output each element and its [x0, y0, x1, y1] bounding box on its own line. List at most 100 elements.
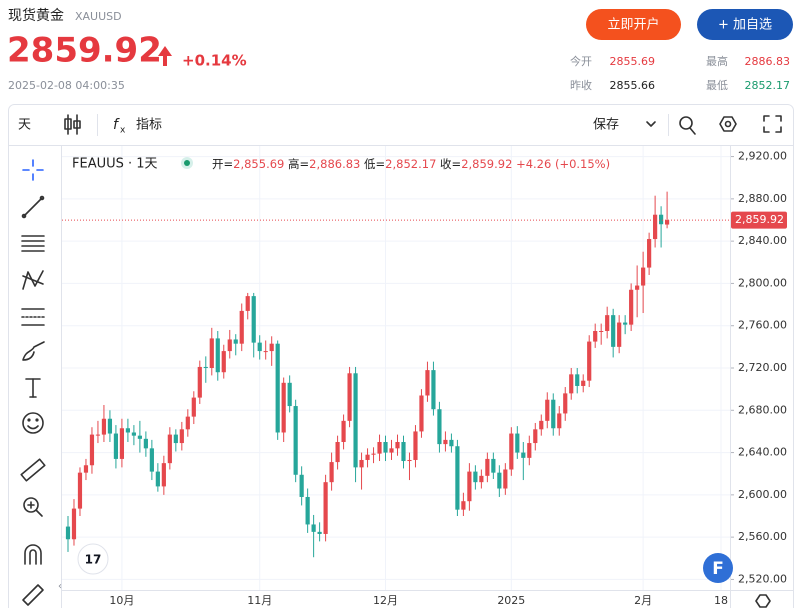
candle-body: [647, 239, 652, 268]
y-tick-label: 2,520.00: [738, 572, 787, 585]
add-watch-button[interactable]: + 加自选: [697, 9, 793, 40]
candle-body: [587, 341, 592, 381]
candle-body: [635, 285, 640, 290]
candle-body: [395, 442, 400, 449]
legend-change: +4.26 (+0.15%): [516, 157, 610, 171]
legend-label: 开=: [212, 157, 233, 171]
change-pct: +0.14%: [182, 52, 247, 70]
candle-body: [623, 322, 628, 325]
candle-body: [539, 420, 544, 430]
f-logo[interactable]: F: [703, 553, 733, 583]
stat-value: 2855.69: [610, 55, 656, 68]
candle-body: [221, 351, 226, 373]
legend-label: 收=: [440, 157, 461, 171]
magnet-tool[interactable]: [24, 544, 42, 565]
trend-line-tool[interactable]: [21, 195, 45, 219]
tv-logo[interactable]: 17: [77, 543, 109, 575]
candle-body: [191, 397, 196, 417]
candle-body: [599, 331, 604, 332]
candle-body: [515, 433, 520, 453]
fx-icon[interactable]: f: [113, 117, 120, 133]
candle-body: [89, 434, 95, 466]
brush-tool[interactable]: [22, 341, 45, 361]
svg-text:17: 17: [85, 553, 102, 567]
candle-body: [275, 343, 280, 433]
candle-body: [521, 452, 526, 458]
pattern-tool[interactable]: [22, 270, 44, 290]
lock-tool[interactable]: [22, 584, 44, 606]
candle-body: [71, 508, 77, 540]
settings-button[interactable]: [724, 120, 732, 128]
button-label[interactable]: + 加自选: [718, 18, 772, 33]
candle-body: [497, 472, 502, 489]
axis-settings[interactable]: [755, 594, 771, 608]
quick-search[interactable]: [679, 116, 696, 135]
candle-body: [593, 331, 598, 342]
candle-body: [641, 267, 646, 286]
candle-body: [413, 431, 418, 460]
candle-body: [269, 343, 274, 352]
interval-button[interactable]: 天: [18, 118, 31, 133]
text-tool[interactable]: [25, 378, 41, 398]
candle-body: [197, 366, 202, 398]
candle-body: [281, 382, 286, 433]
x-tick-label: 2025: [497, 594, 525, 607]
collapse-sidebar[interactable]: ‹: [58, 581, 62, 592]
candle-body: [287, 382, 292, 407]
ruler-tool[interactable]: [20, 458, 46, 482]
candle-body: [551, 399, 556, 429]
candle-body: [401, 442, 406, 462]
button-label[interactable]: 立即开户: [607, 17, 659, 33]
candle-body: [557, 413, 562, 429]
candle-body: [353, 373, 358, 468]
candle-body: [167, 434, 172, 464]
candle-body: [125, 428, 130, 433]
button-bg[interactable]: [697, 9, 793, 40]
save-dropdown[interactable]: [646, 121, 656, 127]
legend-value: 2,859.92: [461, 157, 512, 171]
fx-icon[interactable]: x: [120, 126, 126, 136]
x-tick-label: 11月: [247, 594, 272, 607]
stat-value: 2886.83: [745, 55, 791, 68]
stat-label: 最高: [706, 54, 728, 68]
x-tick-label: 10月: [109, 594, 134, 607]
candle-type-button[interactable]: [64, 114, 81, 135]
candle-body: [239, 310, 244, 344]
settings-button[interactable]: [719, 116, 737, 132]
candle-body: [185, 416, 190, 430]
emoji-tool[interactable]: [22, 412, 44, 434]
candle-body: [95, 434, 101, 436]
candle-body: [245, 296, 250, 311]
candle-body: [617, 322, 622, 347]
crosshair-tool[interactable]: [22, 159, 44, 181]
stat-label: 最低: [706, 79, 728, 92]
candle-body: [407, 459, 412, 462]
candle-body: [359, 459, 364, 468]
candle-body: [563, 393, 568, 414]
candle-body: [329, 462, 334, 483]
candle-body: [533, 429, 538, 444]
candle-body: [305, 496, 310, 525]
drawing-tools: [20, 159, 46, 606]
fullscreen-button[interactable]: [763, 115, 782, 133]
svg-text:F: F: [712, 559, 724, 579]
chart-panel: [8, 104, 794, 608]
save-button[interactable]: 保存: [593, 118, 619, 133]
prediction-tool[interactable]: [21, 308, 45, 326]
candle-body: [83, 465, 89, 473]
button-bg[interactable]: [586, 9, 681, 40]
candle-body: [137, 435, 142, 439]
candle-body: [479, 475, 484, 483]
candle-body: [611, 315, 616, 347]
fib-tool[interactable]: [21, 235, 45, 252]
open-account-button[interactable]: 立即开户: [586, 9, 681, 40]
candle-body: [431, 370, 436, 410]
indicators-button[interactable]: 指标: [136, 118, 162, 133]
candle-body: [503, 469, 508, 489]
last-price-label: 2,859.92: [735, 213, 784, 226]
candle-body: [251, 296, 256, 343]
x-tick-label: 18: [714, 594, 728, 607]
candle-body: [377, 442, 382, 454]
zoom-tool[interactable]: [23, 497, 43, 517]
candle-body: [449, 439, 454, 447]
